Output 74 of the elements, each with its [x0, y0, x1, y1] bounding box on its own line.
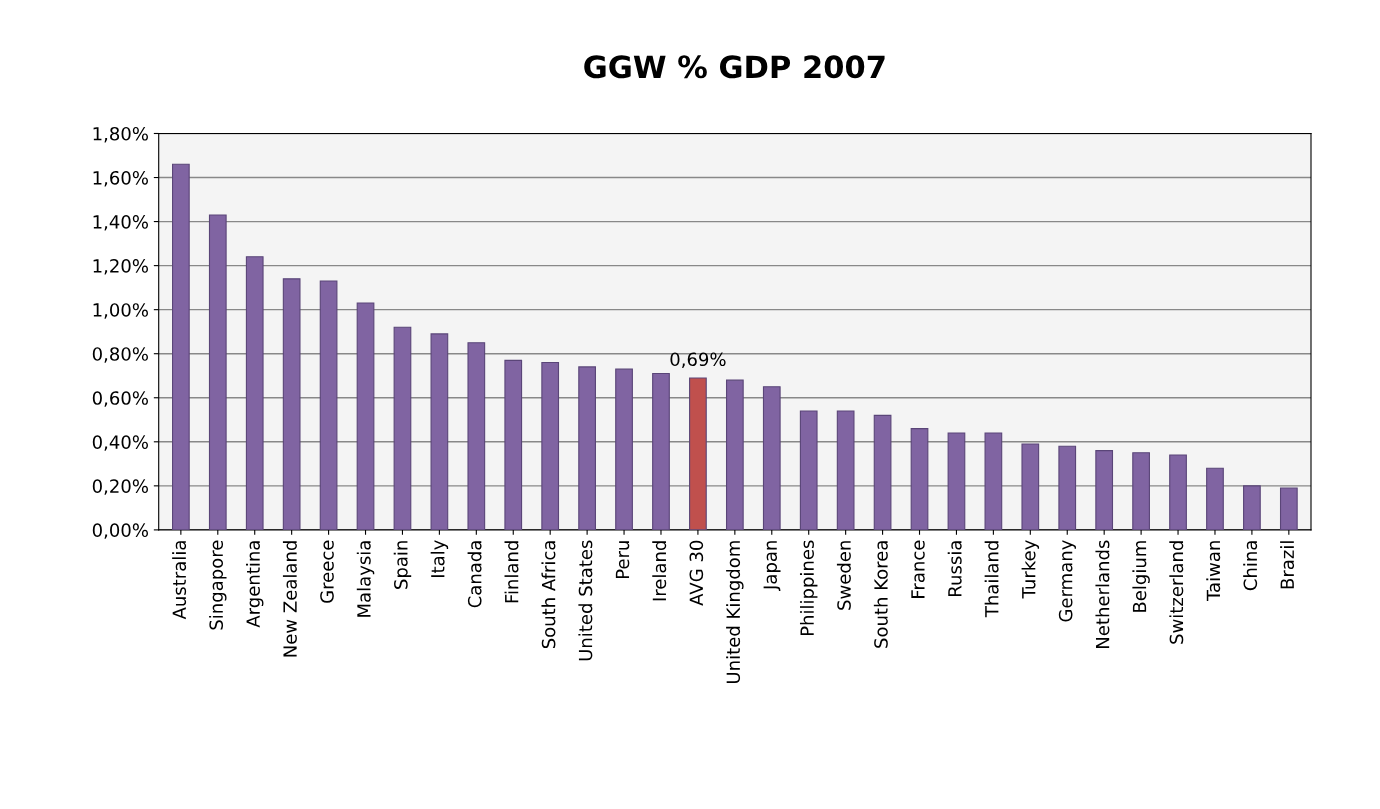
- bar: [504, 359, 523, 530]
- bar: [171, 163, 190, 530]
- data-label: 0,69%: [670, 352, 726, 368]
- bar: [725, 379, 744, 530]
- x-tick-label: Netherlands: [1095, 540, 1110, 648]
- y-tick-label: 0,20%: [92, 479, 148, 495]
- y-tick-label: 1,80%: [93, 126, 148, 143]
- bar: [689, 377, 707, 530]
- x-tick-label: Philippines: [799, 540, 818, 636]
- x-tick-label: Argentina: [245, 541, 264, 628]
- bar: [984, 432, 1003, 530]
- x-tick-label: Thailand: [984, 541, 999, 618]
- x-tick-label: New Zealand: [282, 541, 297, 657]
- x-tick-label: AVG 30: [689, 540, 704, 606]
- x-tick-label: Belgium: [1132, 541, 1150, 612]
- bar: [1279, 487, 1298, 530]
- x-tick-label: Russia: [947, 541, 962, 596]
- y-tick-label: 1,00%: [93, 303, 148, 319]
- bar: [1095, 450, 1114, 530]
- bar: [282, 278, 301, 530]
- x-tick-label: South Korea: [873, 541, 888, 648]
- bar: [652, 372, 670, 530]
- bar: [615, 368, 633, 530]
- y-tick-label: 0,00%: [92, 523, 148, 539]
- x-tick-label: Australia: [172, 541, 187, 620]
- y-tick-label: 1,60%: [93, 170, 148, 187]
- y-tick-label: 1,20%: [93, 259, 148, 275]
- bar: [1206, 467, 1224, 530]
- x-tick-label: United Kingdom: [726, 541, 744, 683]
- x-tick-label: Finland: [504, 541, 519, 603]
- bar: [430, 333, 449, 530]
- y-tick-label: 0,80%: [92, 347, 148, 363]
- x-tick-label: Greece: [320, 540, 334, 603]
- x-tick-label: Switzerland: [1169, 541, 1184, 644]
- bar: [1058, 445, 1077, 530]
- x-tick-label: Germany: [1058, 540, 1076, 622]
- bar: [467, 342, 486, 530]
- bar: [319, 280, 338, 530]
- x-tick-label: Malaysia: [356, 541, 375, 617]
- bar: [947, 432, 966, 530]
- bar: [245, 256, 264, 530]
- bar: [836, 410, 855, 530]
- y-tick-label: 0,60%: [92, 391, 148, 407]
- x-tick-label: China: [1243, 541, 1258, 591]
- x-tick-label: Peru: [615, 541, 630, 579]
- chart-title: GGW % GDP 2007: [584, 55, 885, 79]
- y-tick-label: 0,40%: [92, 435, 148, 451]
- x-tick-label: Italy: [430, 540, 449, 578]
- x-tick-label: Brazil: [1280, 541, 1295, 589]
- bar: [799, 410, 818, 530]
- x-tick-label: South Africa: [541, 541, 556, 649]
- bar: [910, 428, 929, 530]
- x-tick-label: Taiwan: [1206, 541, 1221, 602]
- bar: [873, 414, 892, 530]
- x-tick-label: United States: [578, 540, 593, 661]
- bar: [1243, 485, 1261, 530]
- x-tick-label: France: [911, 540, 925, 598]
- x-tick-label: Sweden: [836, 541, 851, 610]
- bar: [578, 366, 596, 530]
- x-tick-label: Turkey: [1021, 540, 1040, 599]
- bar: [762, 386, 781, 530]
- x-tick-label: Spain: [393, 541, 412, 589]
- bar: [541, 361, 560, 530]
- x-tick-label: Singapore: [209, 540, 227, 630]
- x-tick-label: Canada: [467, 541, 482, 608]
- bar: [356, 302, 375, 530]
- bar: [208, 214, 227, 530]
- y-tick-label: 1,40%: [93, 215, 148, 231]
- bar: [1169, 454, 1187, 530]
- bar: [393, 326, 412, 530]
- bar: [1021, 443, 1040, 530]
- bar: [1132, 452, 1150, 530]
- x-tick-label: Japan: [763, 541, 781, 591]
- x-tick-label: Ireland: [652, 541, 667, 601]
